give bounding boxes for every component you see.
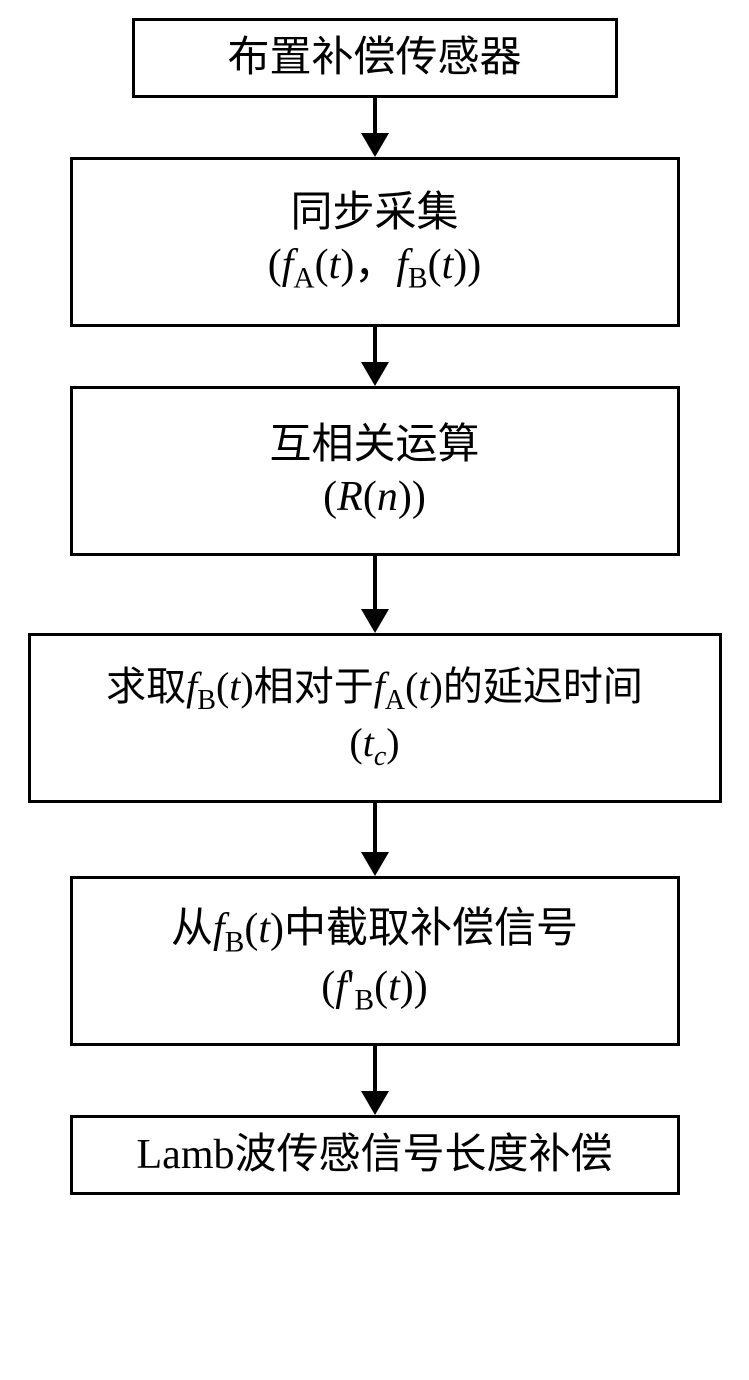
arrow-head-icon xyxy=(361,133,389,157)
flow-box-n3: 互相关运算(R(n)) xyxy=(70,386,680,556)
box-line: 从fB(t)中截取补偿信号 xyxy=(171,903,578,961)
arrow xyxy=(361,803,389,876)
box-line: Lamb波传感信号长度补偿 xyxy=(137,1129,613,1182)
box-line: 求取fB(t)相对于fA(t)的延迟时间 xyxy=(106,662,643,718)
arrow-line xyxy=(373,1046,377,1092)
arrow xyxy=(361,98,389,157)
arrow-head-icon xyxy=(361,609,389,633)
flow-box-n6: Lamb波传感信号长度补偿 xyxy=(70,1115,680,1195)
flow-box-n1: 布置补偿传感器 xyxy=(132,18,618,98)
arrow-head-icon xyxy=(361,1091,389,1115)
box-line: 互相关运算 xyxy=(269,419,479,472)
box-line: (f'B(t)) xyxy=(321,961,428,1019)
flow-box-n5: 从fB(t)中截取补偿信号(f'B(t)) xyxy=(70,876,680,1046)
arrow-head-icon xyxy=(361,362,389,386)
flow-box-n2: 同步采集(fA(t)，fB(t)) xyxy=(70,157,680,327)
arrow-line xyxy=(373,556,377,610)
arrow xyxy=(361,556,389,633)
flow-box-n4: 求取fB(t)相对于fA(t)的延迟时间(tc) xyxy=(28,633,722,803)
arrow xyxy=(361,1046,389,1115)
box-line: (tc) xyxy=(349,718,399,774)
box-line: 布置补偿传感器 xyxy=(227,32,521,85)
box-line: (fA(t)，fB(t)) xyxy=(268,239,482,297)
box-line: 同步采集 xyxy=(290,187,458,240)
arrow xyxy=(361,327,389,386)
arrow-line xyxy=(373,327,377,363)
box-line: (R(n)) xyxy=(323,471,426,524)
arrow-head-icon xyxy=(361,852,389,876)
arrow-line xyxy=(373,803,377,853)
arrow-line xyxy=(373,98,377,134)
flowchart-container: 布置补偿传感器同步采集(fA(t)，fB(t))互相关运算(R(n))求取fB(… xyxy=(28,18,722,1195)
